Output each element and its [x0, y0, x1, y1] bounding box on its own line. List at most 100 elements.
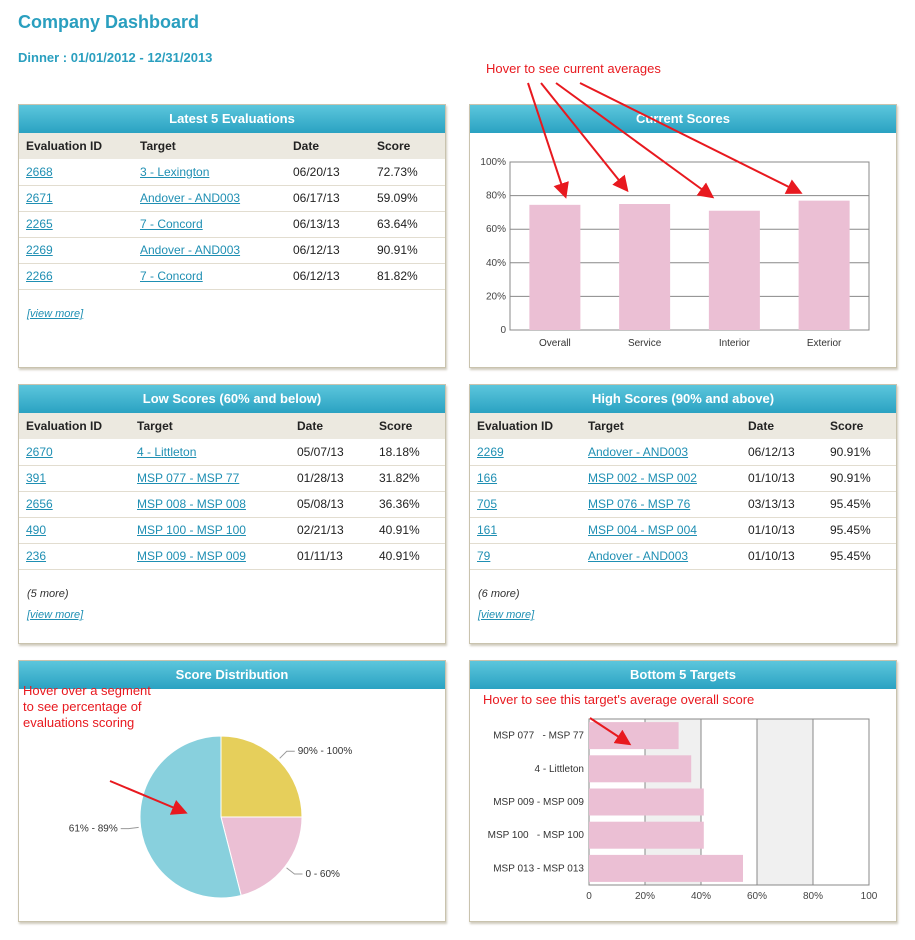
slice-label: 0 - 60%: [305, 869, 340, 880]
current-scores-title: Current Scores: [470, 105, 896, 133]
score-cell: 90.91%: [370, 237, 445, 264]
score-cell: 81.82%: [370, 263, 445, 290]
evaluation-id-link[interactable]: 391: [26, 471, 47, 485]
evaluation-id-link[interactable]: 2671: [26, 191, 53, 205]
date-cell: 02/21/13: [290, 517, 372, 544]
col-header-evaluation-id[interactable]: Evaluation ID: [19, 133, 133, 159]
x-tick-label: 100: [861, 891, 878, 902]
col-header-score[interactable]: Score: [823, 413, 896, 439]
current-averages-annotation: Hover to see current averages: [486, 61, 661, 76]
evaluation-id-link[interactable]: 490: [26, 523, 47, 537]
view-more-link[interactable]: [view more]: [27, 308, 84, 320]
view-more-link[interactable]: [view more]: [478, 609, 535, 621]
bottom-targets-panel: Bottom 5 Targets 0 20% 40% 60% 80% 100 MSP 077…: [469, 660, 897, 922]
target-bar[interactable]: [589, 854, 743, 882]
evaluation-id-link[interactable]: 161: [477, 523, 498, 537]
target-link[interactable]: Andover - AND003: [140, 191, 241, 205]
table-row: 2668 3 - Lexington 06/20/13 72.73%: [19, 159, 445, 186]
evaluation-id-link[interactable]: 2668: [26, 164, 53, 179]
slice-leader-line: [286, 867, 303, 875]
table-row: 2269 Andover - AND003 06/12/13 90.91%: [470, 439, 896, 466]
col-header-score[interactable]: Score: [370, 133, 445, 159]
target-link[interactable]: Andover - AND003: [588, 549, 689, 563]
col-header-date[interactable]: Date: [741, 413, 823, 439]
date-cell: 06/17/13: [286, 185, 370, 212]
evaluation-id-link[interactable]: 2269: [477, 444, 504, 459]
target-link[interactable]: MSP 100 - MSP 100: [137, 523, 246, 537]
col-header-evaluation-id[interactable]: Evaluation ID: [19, 413, 130, 439]
score-cell: 36.36%: [372, 491, 445, 518]
score-bar[interactable]: [798, 200, 850, 330]
target-link[interactable]: Andover - AND003: [140, 243, 241, 257]
target-bar[interactable]: [589, 788, 704, 816]
target-bar[interactable]: [589, 821, 704, 849]
table-row: 236 MSP 009 - MSP 009 01/11/13 40.91%: [19, 543, 445, 570]
evaluation-id-link[interactable]: 236: [26, 549, 47, 563]
target-link[interactable]: 7 - Concord: [140, 217, 203, 231]
x-tick-label: 40%: [691, 891, 711, 902]
bottom-targets-chart: 0 20% 40% 60% 80% 100 MSP 077 - MSP 77 4 - Litt…: [488, 718, 878, 902]
score-cell: 72.73%: [370, 159, 445, 186]
bottom-targets-annotation: Hover to see this target's average overa…: [483, 692, 755, 707]
table-row: 490 MSP 100 - MSP 100 02/21/13 40.91%: [19, 517, 445, 544]
pie-slice[interactable]: [220, 735, 303, 818]
evaluation-id-link[interactable]: 2265: [26, 217, 53, 231]
x-category-label: Interior: [719, 338, 751, 349]
target-link[interactable]: MSP 077 - MSP 77: [137, 471, 240, 485]
table-row: 2670 4 - Littleton 05/07/13 18.18%: [19, 439, 445, 466]
pie-slice[interactable]: [220, 816, 303, 897]
col-header-target[interactable]: Target: [581, 413, 741, 439]
view-more-link[interactable]: [view more]: [27, 609, 84, 621]
y-category-label: MSP 009 - MSP 009: [493, 797, 584, 808]
evaluation-id-link[interactable]: 166: [477, 471, 498, 485]
date-cell: 01/10/13: [741, 543, 823, 570]
table-row: 2266 7 - Concord 06/12/13 81.82%: [19, 263, 445, 290]
score-distribution-panel: Score Distribution 90% - 100% 0 - 60% 61% …: [18, 660, 446, 922]
target-link[interactable]: 7 - Concord: [140, 269, 203, 283]
score-cell: 59.09%: [370, 185, 445, 212]
evaluation-id-link[interactable]: 2670: [26, 444, 53, 459]
evaluation-id-link[interactable]: 705: [477, 497, 498, 511]
slice-leader-line: [279, 750, 295, 759]
evaluation-id-link[interactable]: 79: [477, 549, 491, 563]
pie-slice[interactable]: [139, 735, 242, 899]
score-bar[interactable]: [708, 210, 760, 330]
col-header-target[interactable]: Target: [133, 133, 286, 159]
target-bar[interactable]: [589, 722, 679, 750]
col-header-evaluation-id[interactable]: Evaluation ID: [470, 413, 581, 439]
x-tick-label: 60%: [747, 891, 767, 902]
col-header-date[interactable]: Date: [290, 413, 372, 439]
page-title: Company Dashboard: [18, 12, 200, 32]
col-header-date[interactable]: Date: [286, 133, 370, 159]
col-header-score[interactable]: Score: [372, 413, 445, 439]
target-link[interactable]: 3 - Lexington: [140, 164, 210, 179]
target-link[interactable]: Andover - AND003: [588, 444, 689, 459]
evaluation-id-link[interactable]: 2656: [26, 497, 53, 511]
y-tick-label: 40%: [486, 258, 506, 269]
target-link[interactable]: MSP 004 - MSP 004: [588, 523, 697, 537]
evaluation-id-link[interactable]: 2269: [26, 243, 53, 257]
score-cell: 90.91%: [823, 465, 896, 492]
target-link[interactable]: MSP 008 - MSP 008: [137, 497, 246, 511]
target-link[interactable]: MSP 076 - MSP 76: [588, 497, 691, 511]
low-scores-panel: Low Scores (60% and below) Evaluation ID…: [18, 384, 446, 644]
evaluation-id-link[interactable]: 2266: [26, 269, 53, 283]
high-scores-table: Evaluation ID Target Date Score 2269 Ando…: [470, 413, 896, 570]
score-bar[interactable]: [529, 204, 581, 330]
date-cell: 03/13/13: [741, 491, 823, 518]
x-tick-label: 20%: [635, 891, 655, 902]
target-bar[interactable]: [589, 755, 692, 783]
target-link[interactable]: MSP 002 - MSP 002: [588, 471, 697, 485]
slice-label: 90% - 100%: [298, 746, 353, 757]
score-bar[interactable]: [619, 204, 671, 330]
target-link[interactable]: MSP 009 - MSP 009: [137, 549, 246, 563]
table-row: 2671 Andover - AND003 06/17/13 59.09%: [19, 185, 445, 212]
latest-evaluations-panel: Latest 5 Evaluations Evaluation ID Targe…: [18, 104, 446, 368]
y-tick-label: 100%: [480, 157, 506, 168]
col-header-target[interactable]: Target: [130, 413, 290, 439]
target-link[interactable]: 4 - Littleton: [137, 444, 197, 459]
table-row: 2269 Andover - AND003 06/12/13 90.91%: [19, 237, 445, 264]
score-cell: 18.18%: [372, 439, 445, 466]
date-cell: 01/11/13: [290, 543, 372, 570]
x-category-label: Exterior: [807, 338, 842, 349]
